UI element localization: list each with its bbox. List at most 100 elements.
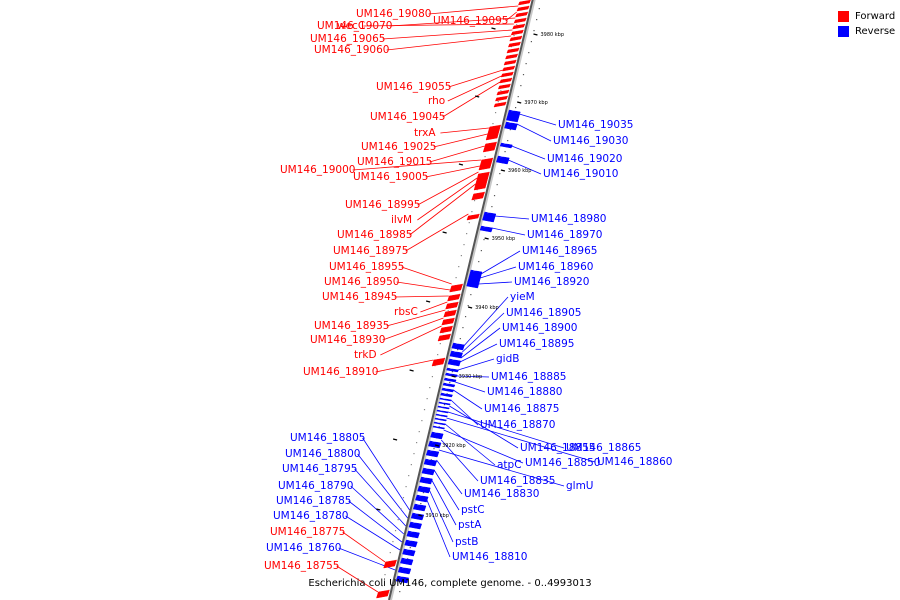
forward-connector — [363, 23, 514, 27]
gene-highlight — [404, 557, 413, 560]
reverse-gene — [402, 548, 416, 557]
forward-gene — [500, 71, 514, 78]
gene-highlight — [500, 89, 509, 92]
forward-connector — [386, 35, 512, 51]
forward-connector — [380, 325, 442, 356]
gene-highlight — [515, 23, 524, 26]
right-dot — [528, 52, 530, 54]
tick-mark-left — [491, 27, 496, 30]
forward-gene-label: UM146_18995 — [345, 199, 420, 211]
right-dot — [517, 96, 519, 98]
right-dot — [538, 8, 540, 10]
left-dot — [468, 222, 470, 224]
right-dot — [467, 305, 469, 307]
reverse-gene-label: UM146_18905 — [506, 307, 581, 319]
reverse-connector — [449, 405, 519, 449]
reverse-gene — [506, 109, 521, 123]
gene-highlight — [507, 59, 516, 62]
gene-highlight — [432, 440, 441, 443]
right-dot — [504, 151, 506, 153]
forward-gene-label: UM146_18945 — [322, 291, 397, 303]
left-dot — [473, 200, 476, 202]
reverse-connector — [433, 469, 460, 511]
left-dot — [494, 112, 497, 114]
forward-gene-label: wecC — [337, 20, 365, 32]
reverse-gene — [412, 503, 427, 512]
gene-highlight — [512, 35, 522, 38]
reverse-gene — [430, 431, 444, 440]
reverse-gene-label: UM146_18895 — [499, 338, 574, 350]
reverse-connector — [447, 411, 565, 449]
reverse-connector — [491, 227, 526, 236]
gene-highlight — [438, 413, 447, 416]
gene-labels: UM146_19080UM146_19095UM146_19070wecCUM1… — [264, 8, 672, 572]
forward-connector — [396, 281, 451, 291]
tick-mark — [418, 514, 423, 517]
forward-gene-label: UM146_18950 — [324, 276, 399, 288]
forward-connector — [440, 127, 490, 134]
reverse-connector — [350, 485, 405, 535]
right-dot — [459, 338, 461, 340]
reverse-gene-label: UM146_19035 — [558, 119, 633, 131]
reverse-gene — [428, 440, 442, 449]
reverse-gene-label: yieM — [510, 291, 535, 303]
forward-gene — [497, 83, 511, 90]
left-dot — [402, 497, 405, 499]
reverse-connector — [508, 159, 542, 175]
reverse-connector — [457, 358, 495, 371]
left-dot — [460, 255, 462, 257]
forward-gene-label: trkD — [354, 349, 377, 361]
gene-highlight — [480, 171, 489, 174]
legend-label-forward: Forward — [855, 11, 896, 22]
forward-gene-label: UM146_19065 — [310, 33, 385, 45]
forward-connector — [375, 359, 434, 373]
reverse-gene-label: pstC — [461, 504, 485, 516]
left-dot — [423, 409, 426, 411]
reverse-gene — [451, 342, 465, 351]
reverse-connector — [455, 381, 486, 393]
tick-mark — [484, 237, 489, 240]
gene-highlight — [440, 405, 449, 408]
gene-highlight — [451, 293, 460, 296]
forward-connector — [447, 75, 502, 102]
forward-connector — [448, 69, 503, 88]
gene-highlight — [453, 283, 462, 286]
right-dot — [530, 41, 532, 43]
right-dot — [462, 327, 464, 329]
reverse-gene-label: UM146_18900 — [502, 322, 577, 334]
tick-label: 3940 kbp — [475, 305, 499, 311]
forward-gene-label: UM146_19080 — [356, 8, 431, 20]
gene-highlight — [408, 539, 417, 542]
gene-highlight — [486, 211, 495, 214]
tick-mark-left — [409, 369, 414, 372]
gene-highlight — [442, 397, 451, 400]
reverse-gene-label: UM146_18805 — [290, 432, 365, 444]
reverse-gene — [406, 530, 420, 539]
reverse-connector — [345, 515, 401, 551]
right-dot — [449, 382, 451, 384]
forward-connector — [417, 177, 478, 221]
forward-gene — [383, 559, 397, 569]
forward-gene — [466, 213, 480, 221]
legend-item-reverse: Reverse — [838, 24, 895, 39]
tick-mark — [434, 444, 440, 447]
gene-highlight — [502, 77, 511, 80]
forward-connector — [442, 81, 501, 118]
scale-ticks: 3980 kbp 3970 kbp 3960 kbp 3950 kbp 3940 kbp… — [376, 27, 564, 519]
gene-highlight — [416, 503, 426, 506]
forward-connector — [417, 171, 479, 206]
forward-gene — [471, 191, 486, 201]
right-dot — [514, 107, 517, 109]
left-dot — [421, 420, 423, 422]
right-dot — [491, 206, 493, 208]
gene-highlight — [445, 317, 454, 320]
right-dot — [422, 492, 425, 494]
reverse-connector — [444, 423, 496, 466]
forward-gene — [510, 29, 524, 36]
reverse-gene-label: UM146_18875 — [484, 403, 559, 415]
reverse-gene — [447, 358, 462, 367]
gene-highlight — [470, 213, 479, 216]
forward-gene-label: UM146_19095 — [433, 15, 508, 27]
forward-connector — [336, 565, 379, 593]
forward-gene — [507, 41, 521, 48]
